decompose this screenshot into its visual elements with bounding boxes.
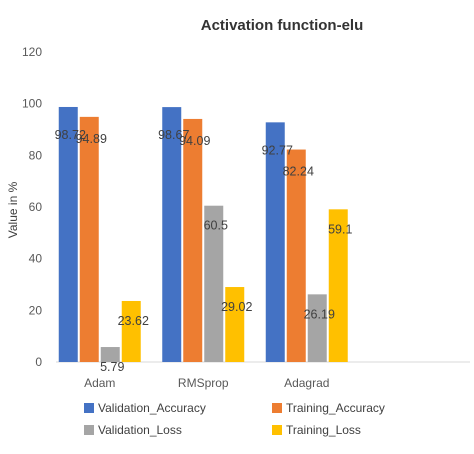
bar-training-accuracy	[183, 118, 203, 362]
data-label: 60.5	[204, 219, 228, 233]
data-label: 98.67	[158, 128, 189, 142]
y-axis-label: Value in %	[6, 181, 20, 238]
legend-label: Validation_Loss	[98, 423, 182, 437]
legend-swatch	[84, 403, 94, 413]
legend-swatch	[84, 425, 94, 435]
y-tick-label: 20	[29, 303, 43, 317]
data-label: 92.77	[262, 143, 293, 157]
y-tick-label: 60	[29, 200, 43, 214]
bar-training-loss	[121, 300, 141, 362]
data-label: 94.09	[179, 134, 210, 148]
legend-swatch	[272, 403, 282, 413]
bar-validation-accuracy	[58, 106, 78, 363]
bar-training-loss	[328, 209, 348, 362]
bar-validation-loss	[204, 205, 224, 362]
bars	[58, 106, 348, 363]
bar-training-accuracy	[79, 116, 99, 363]
legend-item: Validation_Loss	[84, 423, 182, 437]
legend: Validation_Accuracy Training_Accuracy Vali…	[84, 401, 385, 437]
bar-validation-accuracy	[265, 122, 285, 362]
y-axis-ticks: 0 20 40 60 80 100 120	[22, 45, 42, 369]
data-label: 23.62	[118, 314, 149, 328]
legend-swatch	[272, 425, 282, 435]
bar-validation-accuracy	[162, 107, 182, 362]
y-tick-label: 120	[22, 45, 42, 59]
y-tick-label: 40	[29, 252, 43, 266]
data-label: 5.79	[100, 360, 124, 374]
y-tick-label: 80	[29, 148, 43, 162]
y-tick-label: 0	[35, 355, 42, 369]
data-label: 82.24	[283, 165, 314, 179]
data-label: 29.02	[221, 300, 252, 314]
bar-validation-loss	[100, 347, 120, 362]
legend-item: Validation_Accuracy	[84, 401, 206, 415]
legend-label: Training_Loss	[286, 423, 361, 437]
x-tick-label: Adagrad	[284, 376, 329, 390]
data-label: 59.1	[328, 222, 352, 236]
legend-item: Training_Loss	[272, 423, 361, 437]
legend-label: Validation_Accuracy	[98, 401, 206, 415]
x-tick-label: RMSprop	[178, 376, 229, 390]
data-label: 94.89	[76, 132, 107, 146]
data-label: 98.72	[55, 128, 86, 142]
bar-validation-loss	[307, 294, 327, 362]
chart-title: Activation function-elu	[201, 17, 364, 34]
bar-training-loss	[225, 287, 245, 362]
legend-label: Training_Accuracy	[286, 401, 385, 415]
data-label: 26.19	[304, 307, 335, 321]
legend-item: Training_Accuracy	[272, 401, 385, 415]
y-tick-label: 100	[22, 97, 42, 111]
bar-training-accuracy	[286, 149, 306, 362]
x-axis-ticks: Adam RMSprop Adagrad	[84, 376, 329, 390]
x-tick-label: Adam	[84, 376, 115, 390]
